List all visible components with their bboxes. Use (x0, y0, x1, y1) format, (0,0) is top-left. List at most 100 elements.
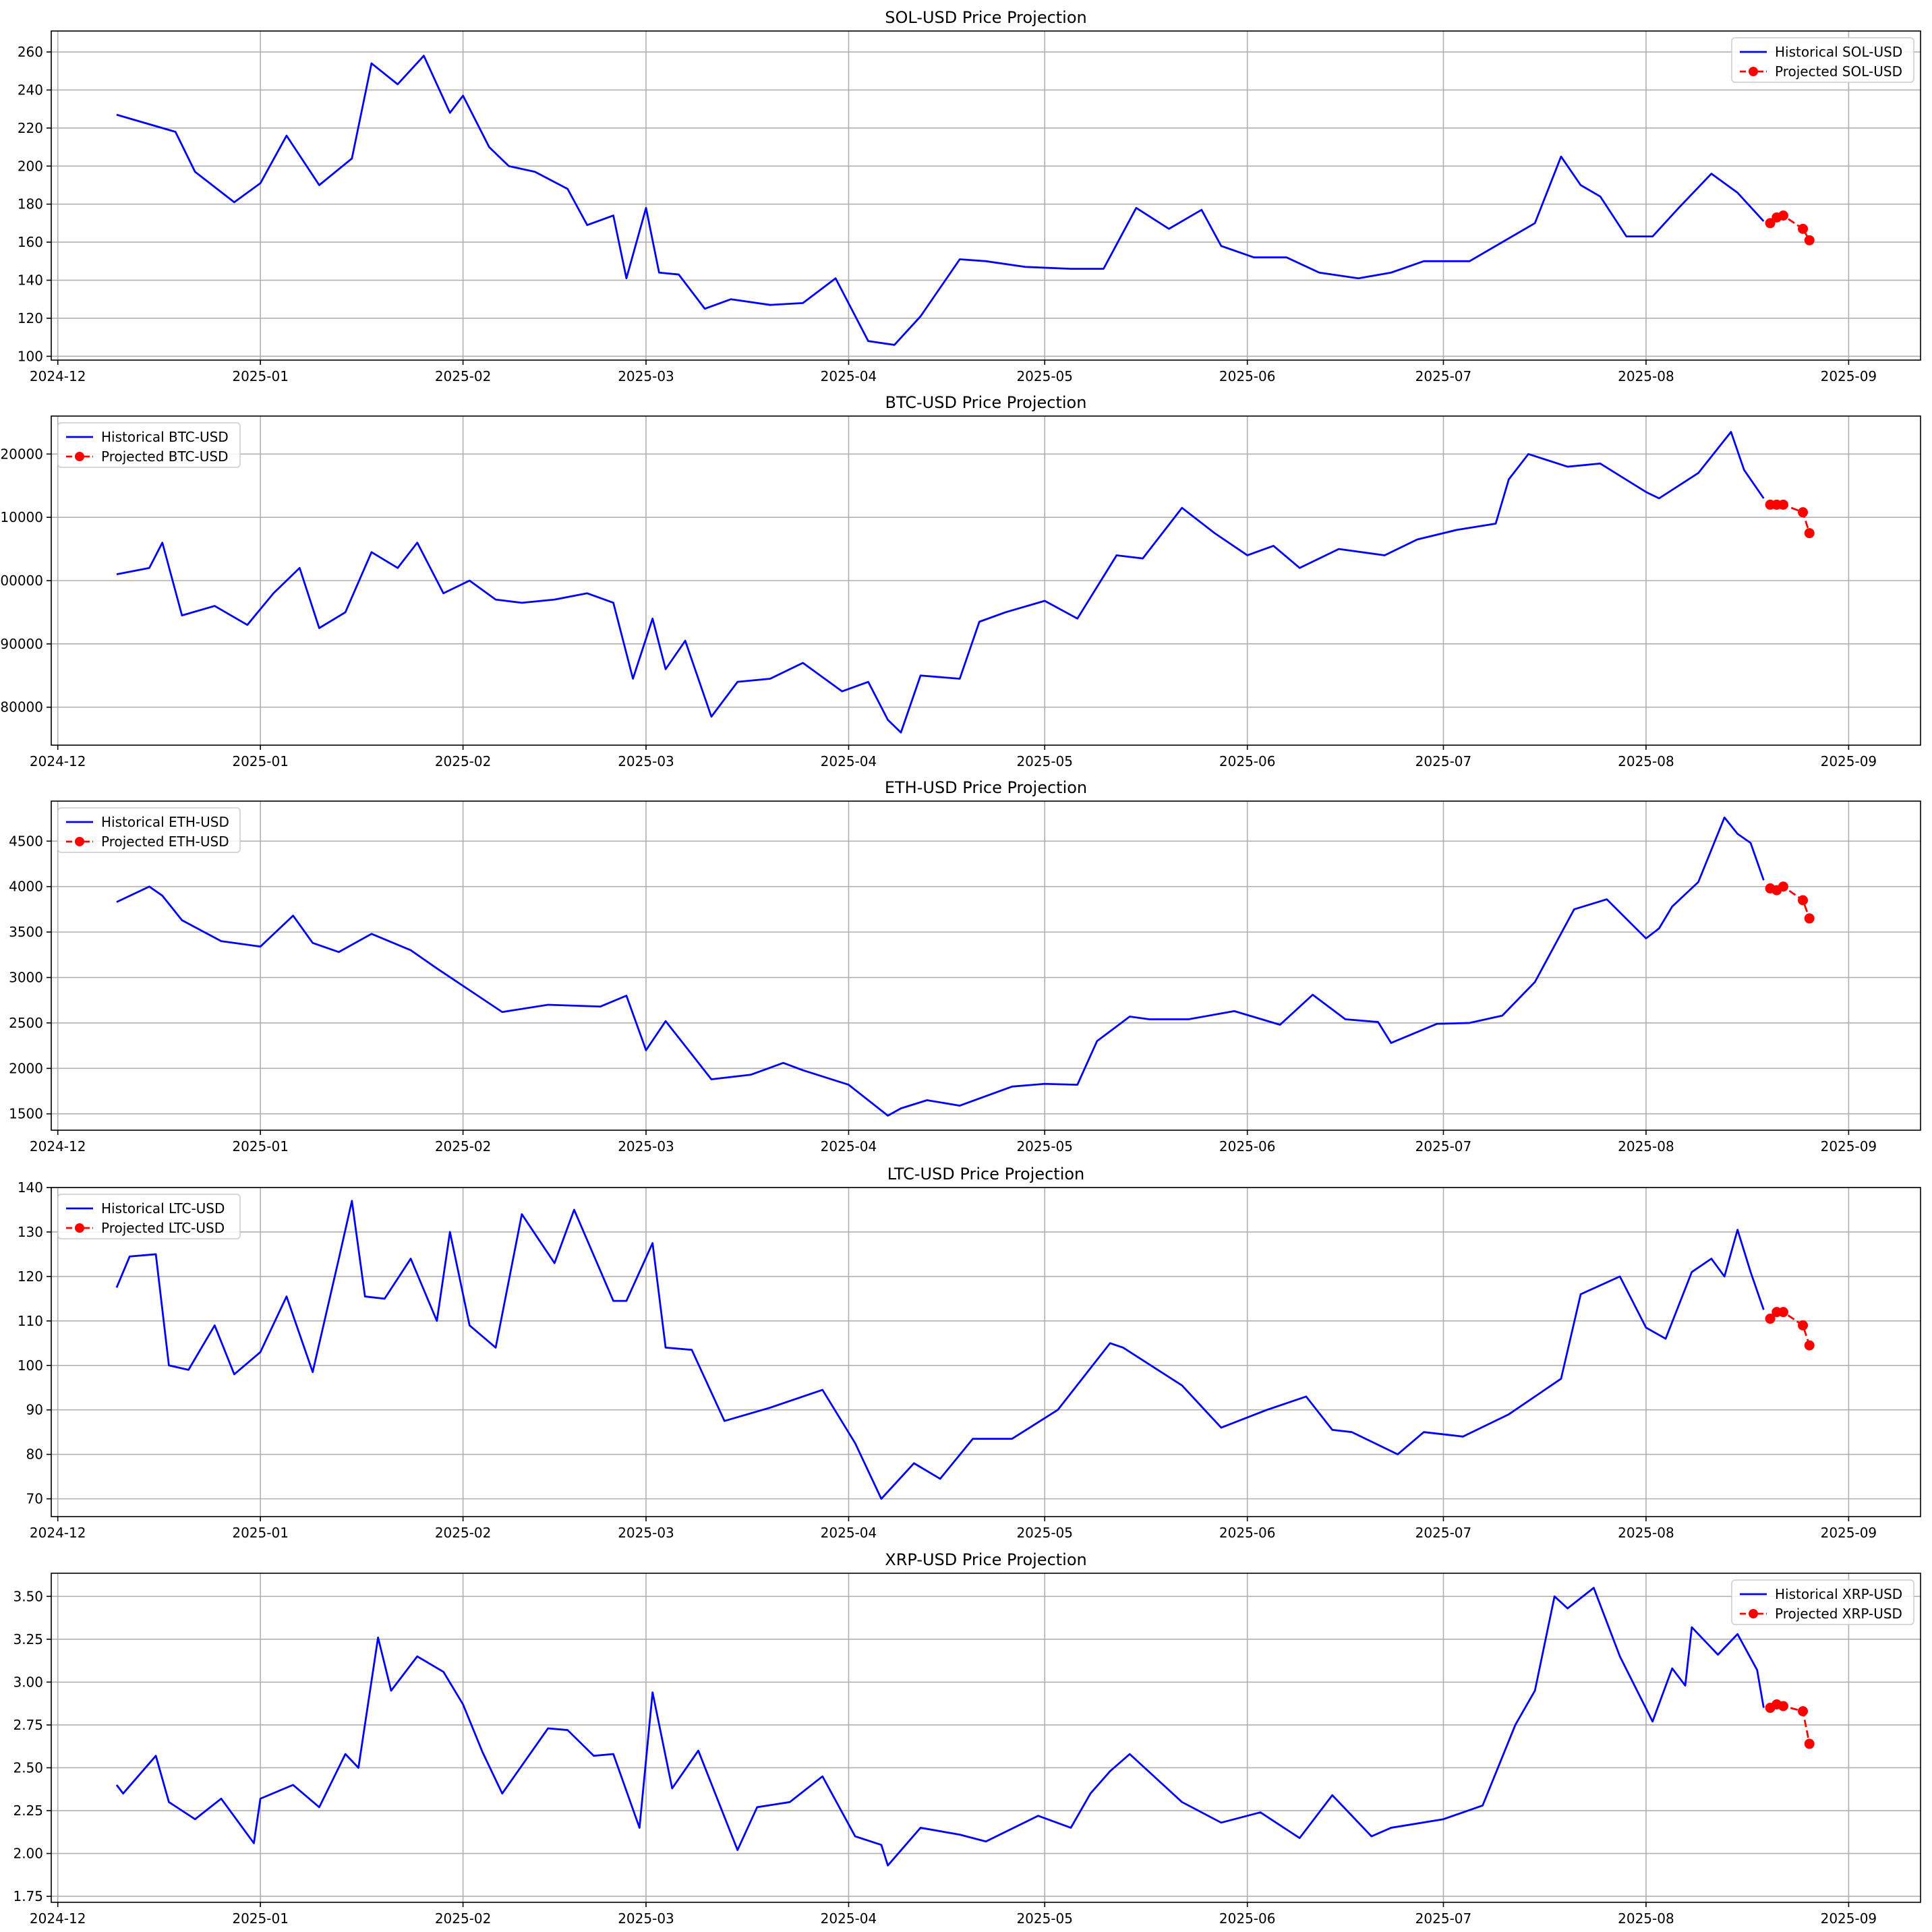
y-tick-label: 2000 (9, 1060, 43, 1076)
x-tick-label: 2024-12 (30, 1138, 86, 1154)
projected-point (1798, 507, 1809, 518)
x-tick-label: 2024-12 (30, 753, 86, 769)
projected-point (1778, 1701, 1788, 1711)
legend: Historical LTC-USD Projected LTC-USD (57, 1194, 241, 1239)
x-tick-label: 2025-02 (435, 1138, 492, 1154)
y-tick-label: 100 (18, 1357, 43, 1374)
y-tick-label: 3000 (9, 970, 43, 986)
plot-frame (51, 1187, 1921, 1517)
x-tick-label: 2024-12 (30, 1525, 86, 1541)
series-line-historical (115, 1587, 1765, 1867)
legend-label: Projected ETH-USD (101, 833, 229, 850)
legend-marker (1749, 1609, 1758, 1618)
x-tick-label: 2025-05 (1016, 368, 1073, 384)
legend: Historical XRP-USD Projected XRP-USD (1731, 1579, 1914, 1625)
x-tick-label: 2025-06 (1219, 1910, 1276, 1927)
y-tick-label: 2.25 (13, 1803, 43, 1819)
legend-marker (75, 837, 84, 846)
projected-point (1804, 1340, 1815, 1351)
x-tick-label: 2025-03 (618, 1525, 674, 1541)
y-tick-label: 100000 (0, 573, 43, 589)
series-line-historical (116, 816, 1765, 1117)
y-tick-label: 260 (18, 44, 43, 60)
y-tick-label: 240 (18, 82, 43, 98)
y-tick-label: 100 (18, 348, 43, 364)
plot-frame (51, 800, 1921, 1131)
x-tick-label: 2025-01 (232, 1525, 289, 1541)
legend-box (57, 1194, 241, 1239)
legend-label: Projected SOL-USD (1775, 63, 1902, 80)
x-tick-label: 2025-07 (1415, 1910, 1472, 1927)
legend: Historical ETH-USD Projected ETH-USD (57, 807, 241, 853)
x-tick-label: 2025-01 (232, 1910, 289, 1927)
legend-label: Historical ETH-USD (101, 814, 229, 830)
x-tick-label: 2025-09 (1821, 1910, 1877, 1927)
x-tick-label: 2025-07 (1415, 1525, 1472, 1541)
legend-label: Historical SOL-USD (1775, 44, 1902, 60)
projected-point (1778, 210, 1788, 221)
chart-panel-5: XRP-USD Price Projection 1.75 2.00 2.25 2.50… (13, 1550, 1921, 1927)
x-tick-label: 2025-04 (821, 753, 877, 769)
x-tick-label: 2025-03 (618, 368, 674, 384)
y-tick-label: 2.50 (13, 1759, 43, 1776)
legend: Historical SOL-USD Projected SOL-USD (1731, 37, 1914, 83)
x-tick-label: 2025-02 (435, 368, 492, 384)
x-tick-label: 2025-06 (1219, 1525, 1276, 1541)
projected-point (1765, 1314, 1776, 1324)
chart-title: SOL-USD Price Projection (885, 8, 1087, 27)
y-tick-label: 180 (18, 196, 43, 212)
projected-point (1804, 913, 1815, 924)
legend-marker (75, 1223, 84, 1233)
x-tick-label: 2025-06 (1219, 1138, 1276, 1154)
x-tick-label: 2025-08 (1618, 368, 1674, 384)
x-tick-label: 2025-04 (821, 1138, 877, 1154)
x-tick-label: 2025-06 (1219, 368, 1276, 384)
x-tick-label: 2025-07 (1415, 368, 1472, 384)
projected-point (1798, 223, 1809, 234)
y-tick-label: 3.25 (13, 1631, 43, 1647)
projected-point (1798, 1706, 1809, 1717)
y-tick-label: 70 (26, 1491, 43, 1507)
series-line-historical (116, 55, 1765, 346)
legend-label: Historical BTC-USD (101, 429, 229, 445)
legend-box (1731, 1579, 1914, 1625)
x-tick-label: 2025-03 (618, 753, 674, 769)
chart-panel-4: LTC-USD Price Projection 70 80 90 100 110 120 1… (18, 1165, 1921, 1541)
y-tick-label: 90 (26, 1402, 43, 1418)
y-tick-label: 120000 (0, 446, 43, 462)
x-tick-label: 2025-05 (1016, 1138, 1073, 1154)
y-tick-label: 160 (18, 234, 43, 250)
projected-point (1778, 499, 1788, 510)
legend-label: Historical XRP-USD (1775, 1586, 1902, 1602)
legend-box (57, 422, 241, 468)
legend: Historical BTC-USD Projected BTC-USD (57, 422, 241, 468)
y-tick-label: 120 (18, 310, 43, 326)
x-tick-label: 2025-04 (821, 1525, 877, 1541)
x-tick-label: 2025-01 (232, 1138, 289, 1154)
y-tick-label: 2.00 (13, 1846, 43, 1862)
x-tick-label: 2025-03 (618, 1138, 674, 1154)
plot-frame (51, 30, 1921, 361)
y-tick-label: 140 (18, 1179, 43, 1196)
projected-point (1798, 895, 1809, 906)
y-tick-label: 200 (18, 158, 43, 174)
x-tick-label: 2025-05 (1016, 753, 1073, 769)
y-tick-label: 140 (18, 272, 43, 289)
chart-panel-2: BTC-USD Price Projection 80000 90000 100000… (0, 393, 1921, 769)
legend-marker (75, 452, 84, 461)
y-tick-label: 110 (18, 1313, 43, 1329)
x-tick-label: 2025-07 (1415, 1138, 1472, 1154)
y-tick-label: 110000 (0, 509, 43, 525)
y-tick-label: 220 (18, 120, 43, 136)
plot-frame (51, 415, 1921, 746)
y-tick-label: 120 (18, 1268, 43, 1285)
x-tick-label: 2025-08 (1618, 1525, 1674, 1541)
x-tick-label: 2025-08 (1618, 1138, 1674, 1154)
legend-box (57, 807, 241, 853)
chart-title: BTC-USD Price Projection (885, 393, 1087, 412)
y-tick-label: 3.00 (13, 1674, 43, 1690)
y-tick-label: 3500 (9, 924, 43, 940)
projected-point (1804, 1738, 1815, 1749)
x-tick-label: 2025-04 (821, 368, 877, 384)
